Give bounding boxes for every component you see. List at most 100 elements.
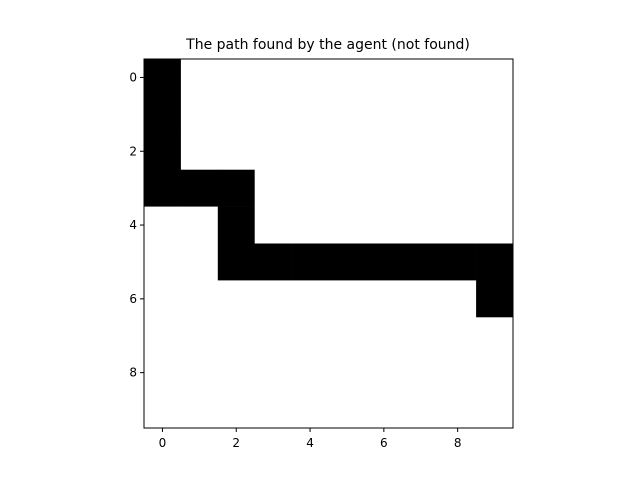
heatmap-cell <box>328 59 366 97</box>
heatmap-cell <box>476 132 514 170</box>
heatmap-cell <box>144 391 182 429</box>
heatmap-cell <box>217 95 255 134</box>
heatmap-cell <box>328 95 366 134</box>
x-tick-label: 4 <box>306 436 314 450</box>
heatmap-cell <box>180 243 219 281</box>
heatmap-cell <box>402 354 440 392</box>
heatmap-cell <box>180 132 219 170</box>
heatmap-cell <box>476 206 514 244</box>
heatmap-cell <box>439 243 477 281</box>
heatmap-cell <box>439 132 477 170</box>
x-tick-label: 0 <box>159 436 167 450</box>
heatmap-cell <box>291 391 329 429</box>
heatmap-cell <box>402 206 440 244</box>
y-tick-label: 6 <box>129 292 137 306</box>
heatmap-cell <box>365 95 403 134</box>
chart-title: The path found by the agent (not found) <box>185 37 470 53</box>
heatmap-cell <box>291 59 329 97</box>
heatmap-cell <box>291 95 329 134</box>
x-tick-label: 2 <box>232 436 240 450</box>
heatmap-cell <box>476 317 514 355</box>
heatmap-cell <box>476 95 514 134</box>
heatmap-cell <box>365 354 403 392</box>
heatmap-cell <box>180 169 219 207</box>
heatmap-cell <box>365 317 403 355</box>
heatmap-cells <box>144 59 514 429</box>
heatmap-cell <box>254 391 292 429</box>
heatmap-cell <box>328 206 366 244</box>
heatmap-cell <box>180 59 219 97</box>
heatmap-cell <box>254 280 292 318</box>
heatmap-cell <box>144 95 182 134</box>
heatmap-cell <box>144 59 182 97</box>
heatmap-cell <box>291 206 329 244</box>
heatmap-cell <box>254 59 292 97</box>
heatmap-cell <box>439 280 477 318</box>
heatmap-cell <box>217 169 255 207</box>
heatmap-cell <box>217 59 255 97</box>
heatmap-cell <box>180 95 219 134</box>
heatmap-cell <box>254 354 292 392</box>
heatmap-cell <box>254 169 292 207</box>
heatmap-cell <box>291 317 329 355</box>
heatmap-cell <box>402 317 440 355</box>
heatmap-cell <box>439 317 477 355</box>
heatmap-cell <box>144 354 182 392</box>
heatmap-cell <box>291 354 329 392</box>
heatmap-cell <box>439 354 477 392</box>
heatmap-cell <box>439 95 477 134</box>
heatmap-cell <box>144 243 182 281</box>
heatmap-cell <box>365 132 403 170</box>
heatmap-cell <box>254 317 292 355</box>
heatmap-cell <box>217 280 255 318</box>
heatmap-cell <box>365 59 403 97</box>
heatmap-cell <box>365 243 403 281</box>
heatmap-cell <box>328 391 366 429</box>
heatmap-cell <box>217 391 255 429</box>
heatmap-cell <box>365 280 403 318</box>
x-axis: 0 2 4 6 8 <box>159 428 461 450</box>
heatmap-cell <box>254 243 292 281</box>
y-tick-label: 2 <box>129 144 137 158</box>
heatmap-cell <box>254 132 292 170</box>
heatmap-cell <box>217 354 255 392</box>
heatmap-cell <box>254 95 292 134</box>
heatmap-cell <box>180 317 219 355</box>
heatmap-cell <box>328 243 366 281</box>
heatmap-cell <box>144 169 182 207</box>
heatmap-cell <box>402 169 440 207</box>
heatmap-cell <box>254 206 292 244</box>
heatmap-cell <box>180 354 219 392</box>
heatmap-cell <box>328 132 366 170</box>
heatmap-cell <box>439 169 477 207</box>
x-tick-label: 6 <box>380 436 388 450</box>
heatmap-cell <box>180 391 219 429</box>
heatmap-cell <box>217 317 255 355</box>
heatmap-cell <box>476 169 514 207</box>
heatmap-cell <box>365 391 403 429</box>
heatmap-cell <box>328 169 366 207</box>
heatmap-cell <box>365 206 403 244</box>
y-axis: 0 2 4 6 8 <box>129 70 144 380</box>
y-tick-label: 8 <box>129 366 137 380</box>
heatmap-cell <box>291 243 329 281</box>
heatmap-cell <box>180 206 219 244</box>
heatmap-cell <box>402 132 440 170</box>
heatmap-cell <box>144 280 182 318</box>
heatmap-cell <box>217 243 255 281</box>
heatmap-cell <box>217 206 255 244</box>
heatmap-cell <box>180 280 219 318</box>
heatmap-cell <box>291 280 329 318</box>
heatmap-cell <box>291 169 329 207</box>
heatmap-cell <box>439 206 477 244</box>
y-tick-label: 4 <box>129 218 137 232</box>
heatmap-cell <box>291 132 329 170</box>
heatmap-cell <box>144 206 182 244</box>
heatmap-cell <box>402 59 440 97</box>
axes-frame <box>143 58 514 429</box>
heatmap-cell <box>328 354 366 392</box>
heatmap-cell <box>476 59 514 97</box>
heatmap-cell <box>402 95 440 134</box>
